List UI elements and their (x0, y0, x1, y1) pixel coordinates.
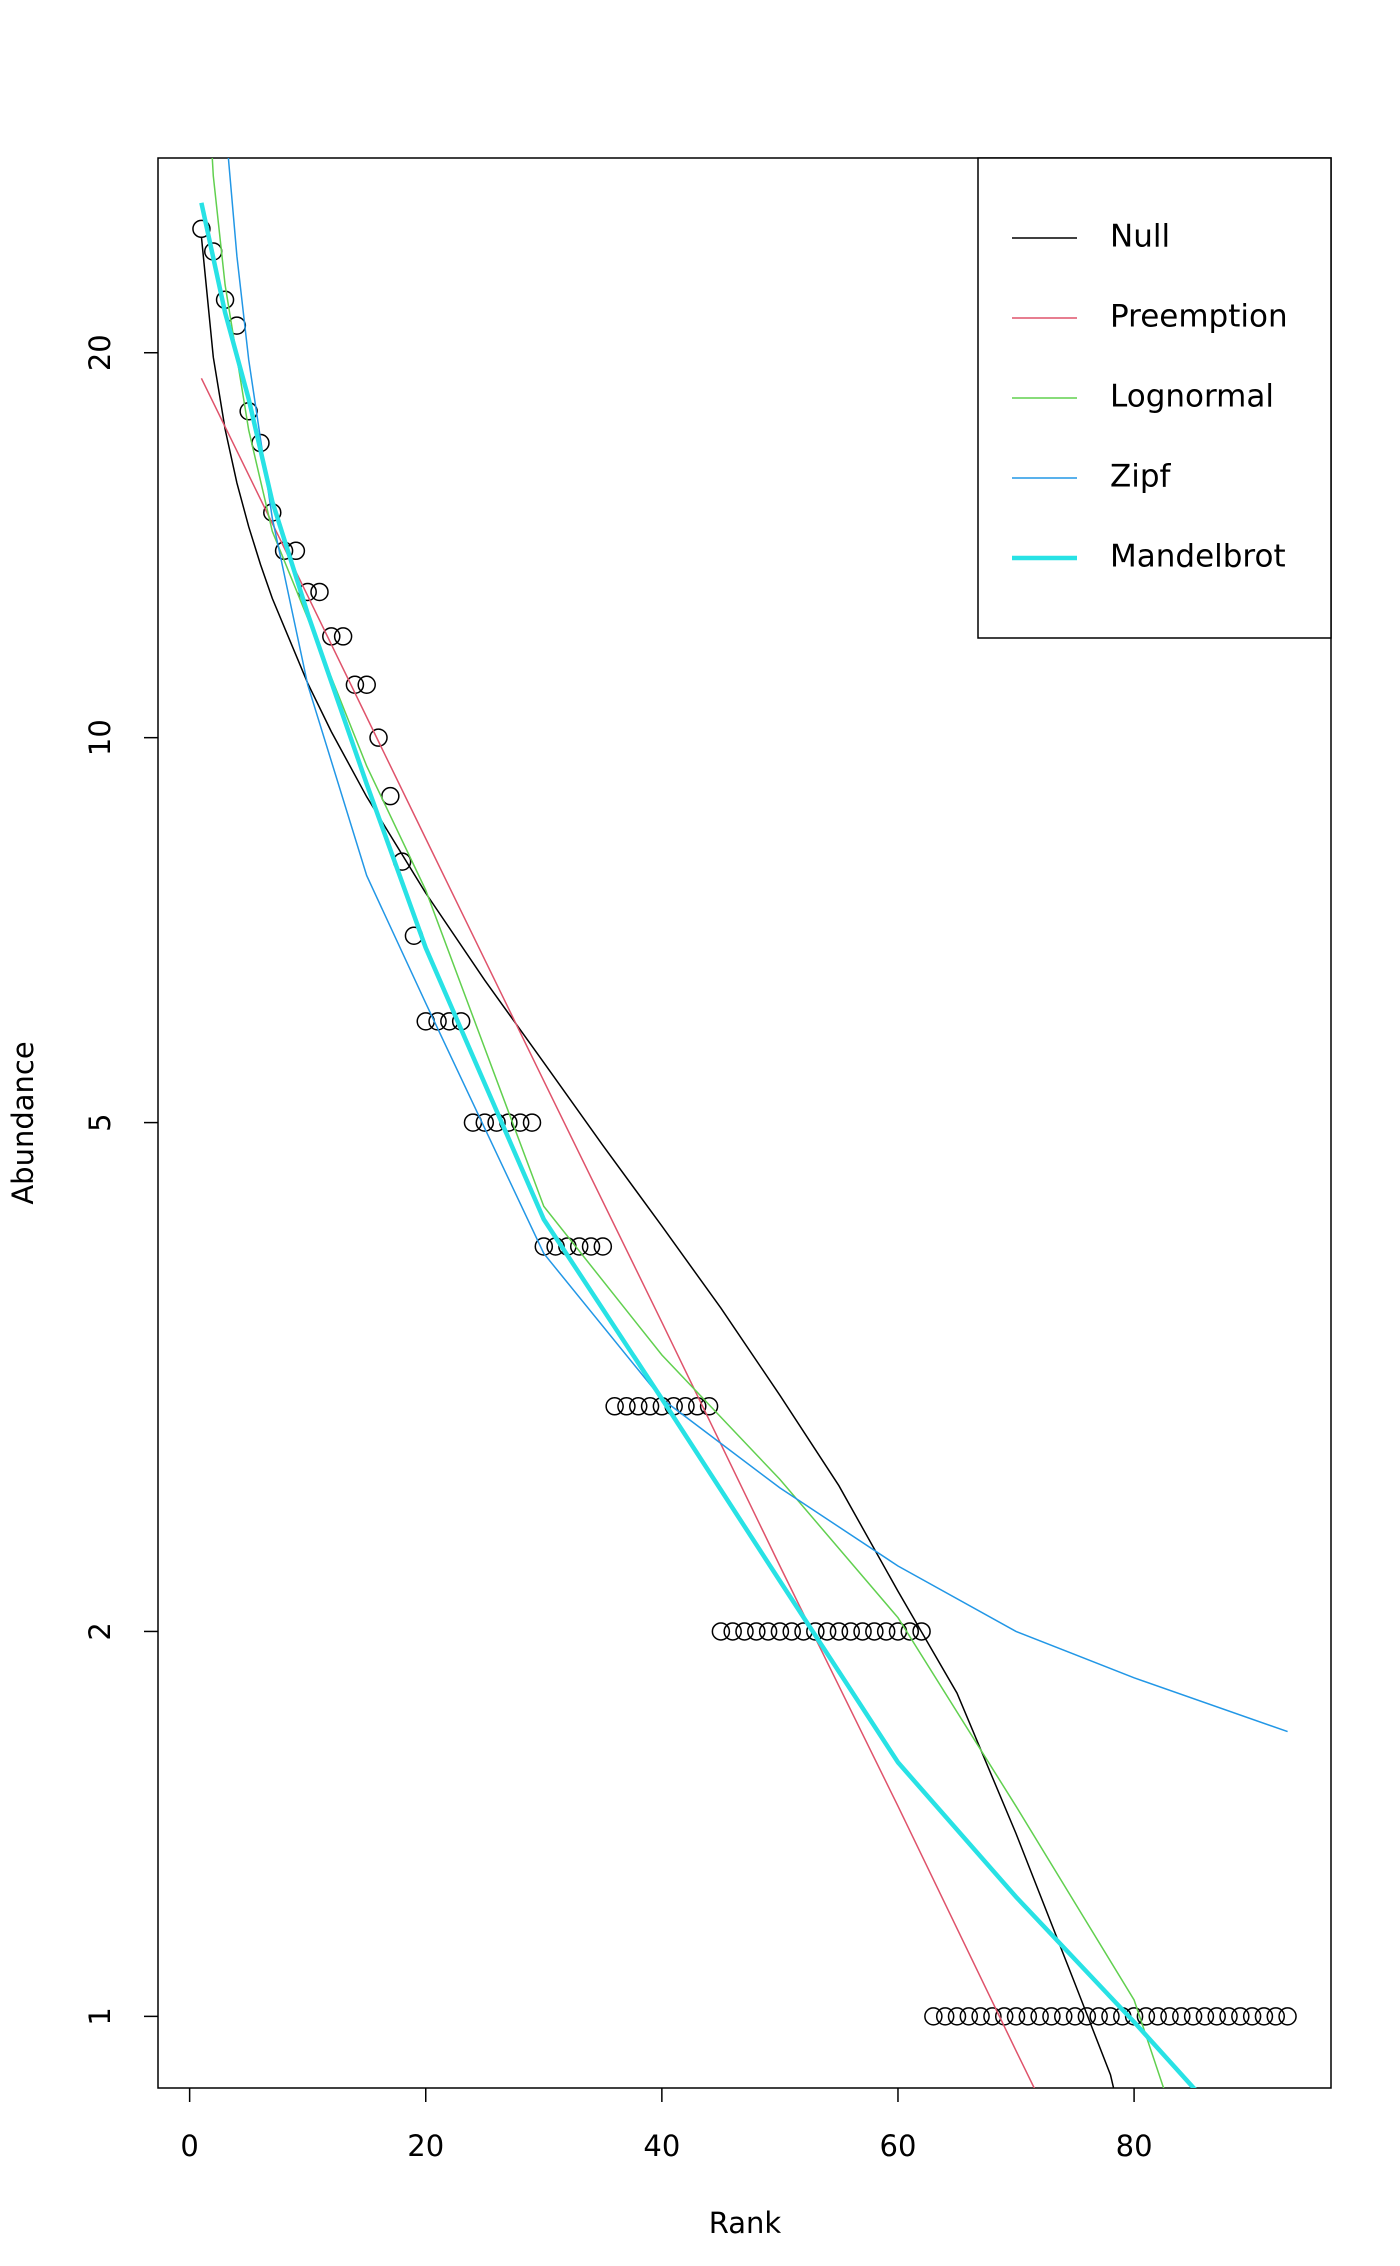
observed-point (1030, 2007, 1049, 2026)
observed-point (581, 1237, 601, 1256)
observed-point (1219, 2007, 1238, 2026)
observed-point (924, 2007, 943, 2026)
observed-point (569, 1237, 589, 1256)
observed-point (876, 1622, 896, 1641)
plot-area (192, 158, 1297, 2088)
legend-label: Preemption (1110, 299, 1288, 335)
x-tick-label: 20 (407, 2129, 444, 2163)
observed-point (1207, 2007, 1226, 2026)
x-tick-label: 80 (1116, 2129, 1153, 2163)
observed-point (1254, 2007, 1274, 2026)
observed-point (1042, 2007, 1061, 2026)
observed-point (1242, 2007, 1262, 2026)
observed-point (747, 1622, 766, 1641)
observed-point (1018, 2007, 1038, 2026)
y-tick-label: 5 (83, 1113, 117, 1131)
x-axis-label: Rank (709, 2206, 782, 2240)
fit-line (200, 377, 1036, 2088)
fit-line (199, 202, 1197, 2088)
observed-point (1278, 2007, 1297, 2026)
observed-point (865, 1622, 884, 1641)
observed-point (935, 2007, 955, 2026)
observed-point (1195, 2007, 1215, 2026)
legend-label: Mandelbrot (1110, 539, 1286, 575)
observed-point (333, 627, 353, 646)
observed-point (758, 1622, 778, 1641)
observed-point (310, 582, 329, 602)
observed-point (841, 1622, 860, 1641)
legend-label: Lognormal (1110, 379, 1274, 415)
observed-point (534, 1237, 554, 1256)
observed-point (699, 1397, 719, 1416)
observed-point (853, 1622, 872, 1641)
observed-point (676, 1397, 695, 1416)
observed-point (1089, 2007, 1108, 2026)
x-tick-label: 60 (880, 2129, 917, 2163)
legend: Null Preemption Lognormal Zipf Mandelbrot (977, 157, 1332, 639)
y-tick-label: 2 (83, 1622, 117, 1640)
observed-point (1054, 2007, 1073, 2026)
observed-point (640, 1397, 660, 1416)
y-axis-label: Abundance (6, 1041, 40, 1204)
observed-point (971, 2007, 990, 2026)
observed-point (770, 1622, 790, 1641)
observed-point (605, 1397, 624, 1416)
observed-point (688, 1397, 707, 1416)
observed-point (735, 1622, 754, 1641)
observed-point (1266, 2007, 1285, 2026)
observed-point (510, 1113, 530, 1132)
observed-point (1101, 2007, 1120, 2026)
observed-point (1065, 2007, 1085, 2026)
y-tick-label: 20 (83, 334, 117, 371)
x-tick-label: 40 (643, 2129, 680, 2163)
observed-point (829, 1622, 849, 1641)
observed-point (1006, 2007, 1026, 2026)
fit-line (227, 158, 1288, 1733)
observed-point (1172, 2007, 1191, 2026)
y-tick-label: 10 (83, 719, 117, 756)
observed-point (1231, 2007, 1250, 2026)
observed-point (959, 2007, 979, 2026)
observed-point (806, 1622, 825, 1641)
y-tick-label: 1 (83, 2007, 117, 2025)
x-tick-label: 0 (180, 2129, 198, 2163)
observed-point (357, 675, 376, 694)
observed-point (817, 1622, 837, 1641)
observed-point (1077, 2007, 1097, 2026)
observed-point (900, 1622, 920, 1641)
observed-point (711, 1622, 731, 1641)
observed-point (1148, 2007, 1167, 2026)
observed-point (1136, 2007, 1156, 2026)
observed-point (723, 1622, 742, 1641)
observed-point (947, 2007, 967, 2026)
legend-label: Zipf (1110, 459, 1172, 495)
observed-point (593, 1237, 613, 1256)
observed-point (1160, 2007, 1179, 2026)
observed-point (782, 1622, 801, 1641)
observed-point (629, 1397, 648, 1416)
observed-point (475, 1113, 495, 1132)
legend-label: Null (1110, 219, 1170, 255)
observed-point (522, 1113, 542, 1132)
observed-point (983, 2007, 1002, 2026)
observed-point (912, 1622, 931, 1641)
observed-point (1183, 2007, 1203, 2026)
observed-point (617, 1397, 636, 1416)
observed-point (369, 728, 388, 747)
